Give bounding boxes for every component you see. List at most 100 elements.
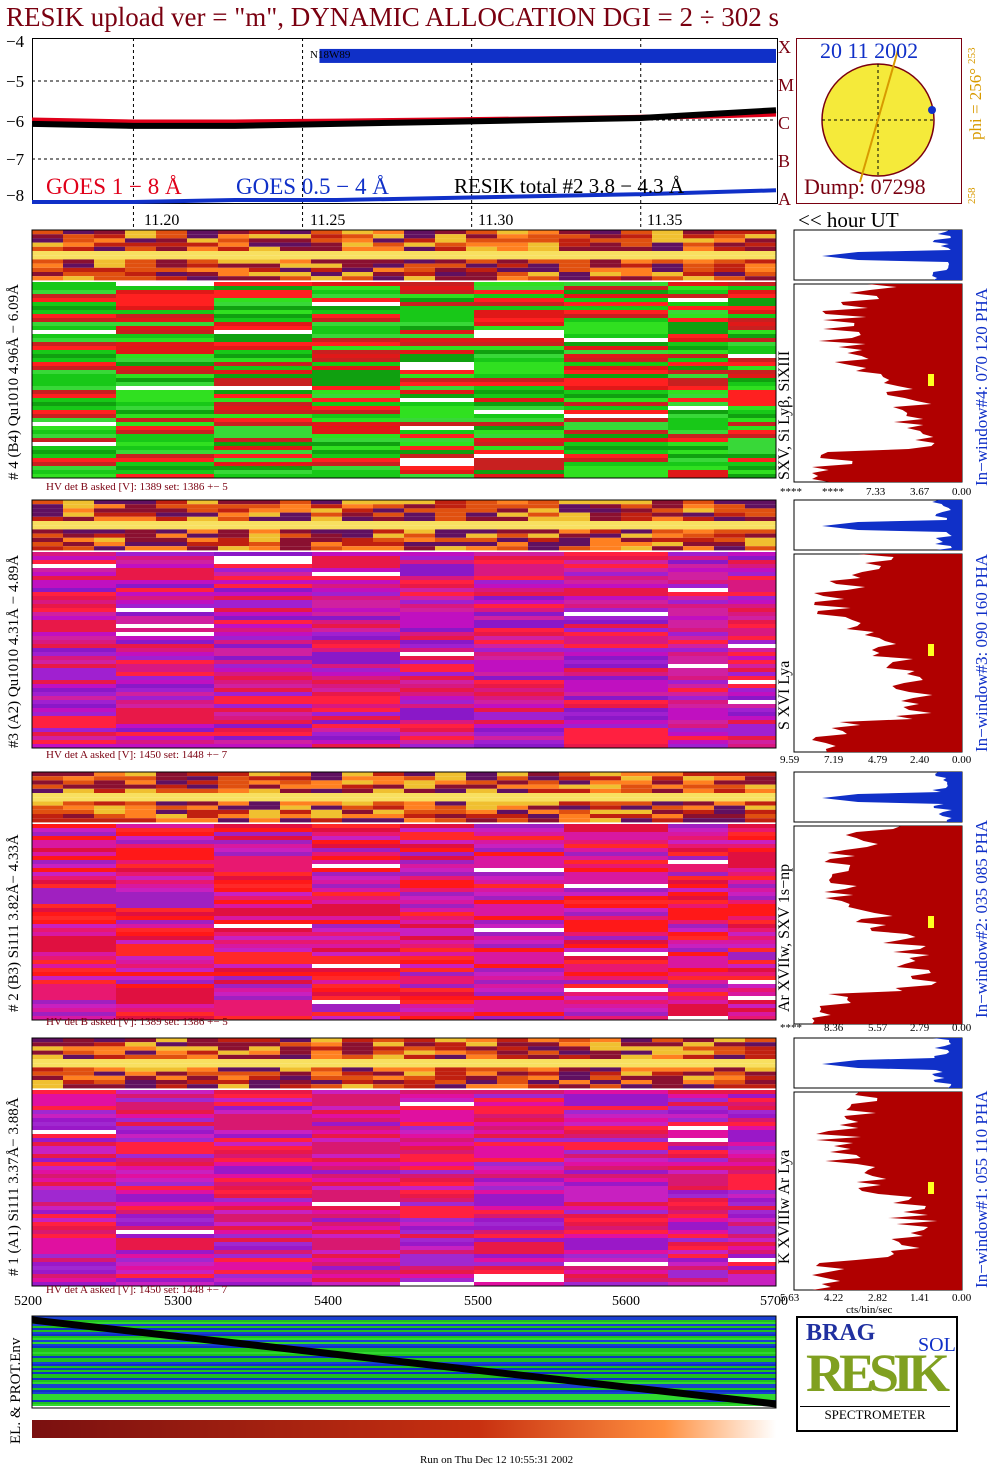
header-cell <box>373 516 404 521</box>
env-tick: 5200 <box>14 1294 42 1309</box>
body-cell <box>312 410 400 414</box>
env-band <box>32 1384 776 1386</box>
hist-1-tick: 0.00 <box>952 1292 972 1304</box>
body-cell <box>728 632 776 636</box>
body-cell <box>312 314 400 318</box>
body-cell <box>116 290 214 294</box>
header-cell <box>156 242 187 247</box>
header-cell <box>466 1063 497 1068</box>
body-cell <box>728 932 776 936</box>
body-cell <box>116 1170 214 1174</box>
body-cell <box>564 1230 668 1234</box>
header-cell <box>745 1067 776 1072</box>
body-cell <box>116 1214 214 1218</box>
header-cell <box>466 772 497 777</box>
body-cell <box>728 402 776 406</box>
header-cell <box>559 272 590 277</box>
body-cell <box>32 442 116 446</box>
header-cell <box>63 772 94 777</box>
body-cell <box>728 960 776 964</box>
body-cell <box>668 1258 728 1262</box>
body-cell <box>400 720 474 724</box>
body-cell <box>32 612 116 616</box>
body-cell <box>32 908 116 912</box>
header-cell <box>218 809 249 814</box>
body-cell <box>564 1214 668 1218</box>
header-cell <box>311 255 342 260</box>
header-cell <box>311 1050 342 1055</box>
header-cell <box>652 793 683 798</box>
body-cell <box>474 414 564 418</box>
header-cell <box>342 793 373 798</box>
header-cell <box>249 1042 280 1047</box>
header-cell <box>280 251 311 256</box>
body-cell <box>474 588 564 592</box>
header-cell <box>63 255 94 260</box>
header-cell <box>156 1075 187 1080</box>
header-cell <box>249 1084 280 1089</box>
body-cell <box>400 1122 474 1126</box>
body-cell <box>474 1262 564 1266</box>
body-cell <box>668 1230 728 1234</box>
body-cell <box>400 1214 474 1218</box>
header-cell <box>218 1038 249 1043</box>
body-cell <box>214 290 312 294</box>
body-cell <box>564 1274 668 1278</box>
hist-4-tick: **** <box>822 486 844 498</box>
header-cell <box>63 251 94 256</box>
body-cell <box>564 848 668 852</box>
body-cell <box>214 940 312 944</box>
header-cell <box>342 542 373 547</box>
header-cell <box>404 251 435 256</box>
body-cell <box>400 1230 474 1234</box>
body-cell <box>116 1094 214 1098</box>
body-cell <box>116 1222 214 1226</box>
body-cell <box>214 1090 312 1094</box>
header-cell <box>652 542 683 547</box>
header-cell <box>373 259 404 264</box>
body-cell <box>728 386 776 390</box>
header-cell <box>652 1059 683 1064</box>
header-cell <box>466 259 497 264</box>
body-cell <box>312 438 400 442</box>
header-cell <box>94 1067 125 1072</box>
body-cell <box>728 908 776 912</box>
header-cell <box>218 788 249 793</box>
body-cell <box>728 620 776 624</box>
header-cell <box>435 788 466 793</box>
header-cell <box>187 1059 218 1064</box>
header-cell <box>311 512 342 517</box>
body-cell <box>116 684 214 688</box>
header-cell <box>528 1050 559 1055</box>
body-cell <box>214 1210 312 1214</box>
body-cell <box>728 1222 776 1226</box>
header-cell <box>63 1042 94 1047</box>
body-cell <box>564 450 668 454</box>
body-cell <box>214 418 312 422</box>
hist-top-fill <box>822 500 962 550</box>
body-cell <box>564 318 668 322</box>
body-cell <box>214 588 312 592</box>
header-cell <box>404 272 435 277</box>
header-cell <box>652 255 683 260</box>
header-cell <box>497 780 528 785</box>
header-cell <box>497 230 528 235</box>
header-cell <box>466 525 497 530</box>
body-cell <box>116 984 214 988</box>
body-cell <box>668 984 728 988</box>
header-cell <box>683 272 714 277</box>
channel-2-lines: Ar XVIIw, SXV 1s−np <box>776 863 793 1012</box>
header-cell <box>404 542 435 547</box>
body-cell <box>32 1114 116 1118</box>
header-cell <box>714 780 745 785</box>
body-cell <box>214 346 312 350</box>
header-cell <box>528 537 559 542</box>
header-cell <box>621 272 652 277</box>
header-cell <box>187 525 218 530</box>
header-cell <box>63 546 94 551</box>
body-cell <box>32 1250 116 1254</box>
header-cell <box>125 1084 156 1089</box>
body-cell <box>564 580 668 584</box>
body-cell <box>214 608 312 612</box>
header-cell <box>342 1054 373 1059</box>
